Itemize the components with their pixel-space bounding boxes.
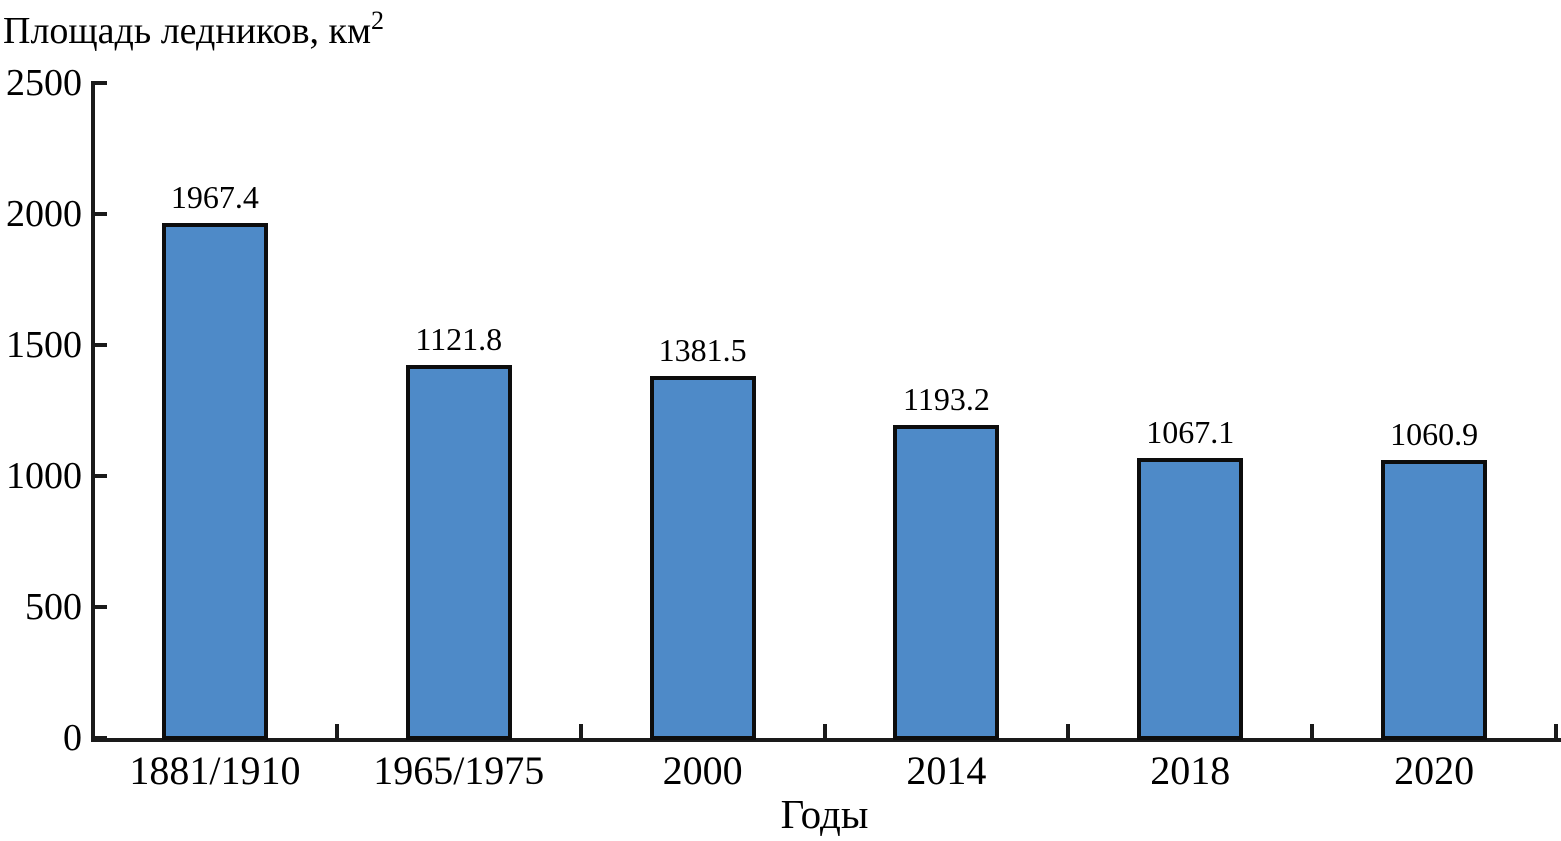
bar-1881-1910 bbox=[161, 222, 268, 740]
bar-1965-1975 bbox=[405, 364, 512, 740]
x-tick bbox=[578, 724, 583, 738]
x-tick bbox=[1066, 724, 1071, 738]
y-tick bbox=[93, 736, 107, 740]
bar-2000 bbox=[649, 376, 756, 740]
bar-value-label: 1193.2 bbox=[903, 381, 990, 418]
bar-value-label: 1121.8 bbox=[415, 320, 503, 357]
bar-2018 bbox=[1137, 458, 1244, 740]
bar-2020 bbox=[1381, 460, 1488, 740]
y-tick-label: 500 bbox=[25, 586, 82, 628]
x-tick-label: 2020 bbox=[1394, 748, 1475, 793]
y-tick bbox=[93, 212, 107, 216]
x-tick-label: 2000 bbox=[662, 748, 743, 793]
y-axis-title-superscript: 2 bbox=[371, 6, 385, 35]
x-tick bbox=[334, 724, 339, 738]
x-tick-label: 2014 bbox=[906, 748, 987, 793]
x-tick bbox=[1310, 724, 1315, 738]
x-tick bbox=[822, 724, 827, 738]
bar-2014 bbox=[893, 425, 1000, 740]
bar-value-label: 1967.4 bbox=[170, 178, 259, 215]
y-tick bbox=[93, 474, 107, 478]
bar-value-label: 1067.1 bbox=[1146, 414, 1235, 451]
y-tick bbox=[93, 605, 107, 609]
y-tick-label: 0 bbox=[63, 717, 82, 759]
x-axis-title: Годы bbox=[780, 791, 869, 837]
x-tick bbox=[1554, 724, 1558, 738]
y-axis-line bbox=[91, 81, 95, 740]
bar-value-label: 1381.5 bbox=[658, 332, 747, 369]
y-tick-label: 2000 bbox=[6, 193, 82, 235]
x-axis-line bbox=[91, 738, 1561, 742]
y-axis-title-text: Площадь ледников, км bbox=[3, 10, 372, 52]
y-tick-label: 1000 bbox=[6, 455, 82, 497]
y-tick bbox=[93, 81, 107, 85]
x-tick-label: 1881/1910 bbox=[129, 748, 301, 793]
y-tick-label: 1500 bbox=[6, 324, 82, 366]
bar-value-label: 1060.9 bbox=[1390, 416, 1479, 453]
x-tick-label: 1965/1975 bbox=[373, 748, 545, 793]
y-axis-title: Площадь ледников, км2 bbox=[3, 8, 384, 54]
y-tick bbox=[93, 343, 107, 347]
x-tick-label: 2018 bbox=[1150, 748, 1231, 793]
y-tick-label: 2500 bbox=[6, 62, 82, 104]
